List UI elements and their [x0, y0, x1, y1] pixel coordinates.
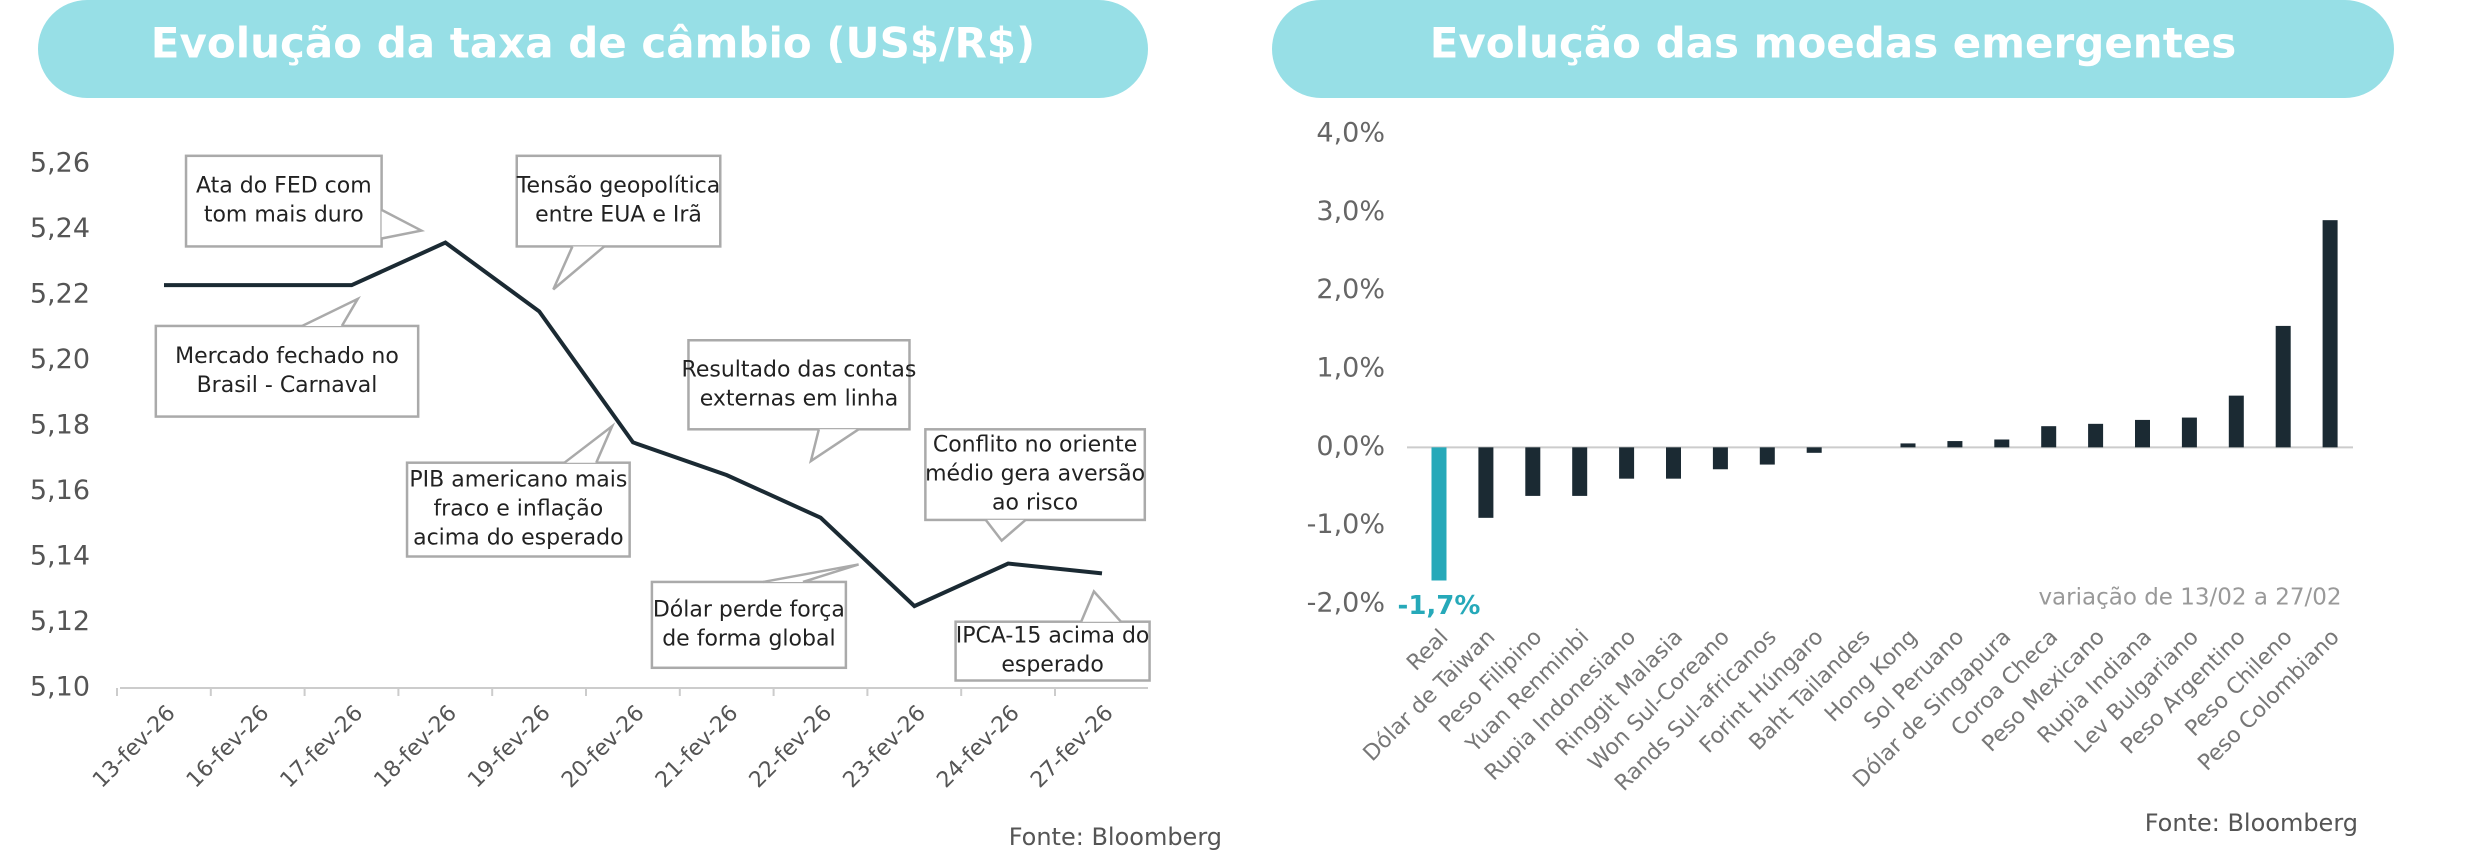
- annotation-text: esperado: [1001, 653, 1103, 678]
- x-tick-label: 24-fev-26: [932, 701, 1024, 793]
- title-pill: [1272, 0, 2394, 98]
- callout-box: [405, 461, 631, 558]
- callout-tail: [381, 208, 426, 240]
- bar: [2088, 423, 2104, 448]
- annotation-text: entre EUA e Irã: [535, 203, 702, 228]
- callout-tail: [1080, 589, 1122, 623]
- annotation-text: fraco e inflação: [433, 497, 603, 522]
- x-tick-label: 19-fev-26: [463, 701, 555, 793]
- annotation-text: IPCA-15 acima do: [956, 624, 1150, 649]
- y-tick-label: 5,12: [30, 606, 90, 637]
- bar: [1525, 447, 1541, 496]
- x-tick-label: 18-fev-26: [370, 701, 462, 793]
- bar: [1994, 439, 2010, 448]
- callout-tail: [762, 563, 859, 584]
- y-tick-label: 2,0%: [1316, 274, 1385, 305]
- note: variação de 13/02 a 27/02: [2038, 585, 2341, 611]
- data-label: -1,7%: [1398, 591, 1481, 621]
- callout-tail-fill: [985, 519, 1026, 541]
- bar: [2181, 417, 2197, 448]
- annotation-text: Dólar perde força: [653, 597, 845, 622]
- annotation-text: Ata do FED com: [196, 174, 372, 199]
- title-pill: [38, 0, 1148, 98]
- callout-box: [954, 620, 1151, 682]
- y-tick-label: 1,0%: [1316, 353, 1385, 384]
- bar: [2135, 419, 2150, 448]
- y-tick-label: 5,22: [30, 279, 90, 310]
- x-tick-label: 13-fev-26: [88, 701, 180, 793]
- annotation-text: médio gera aversão: [925, 462, 1145, 487]
- bar: [1572, 447, 1588, 496]
- annotation-text: Tensão geopolítica: [516, 174, 721, 199]
- callout-box: [154, 324, 420, 418]
- x-tick-label: 23-fev-26: [839, 701, 931, 793]
- callout-box: [924, 428, 1147, 522]
- y-tick-label: 5,24: [30, 213, 90, 244]
- bar: [1712, 447, 1728, 470]
- callout-box: [184, 154, 383, 248]
- y-tick-label: 5,14: [30, 541, 90, 572]
- x-tick-label: 21-fev-26: [651, 701, 743, 793]
- y-tick-label: 0,0%: [1316, 431, 1385, 462]
- bar: [1947, 441, 1963, 448]
- callout-tail: [552, 245, 606, 291]
- callout-box: [650, 580, 848, 670]
- bar: [1806, 447, 1822, 453]
- annotation-text: Brasil - Carnaval: [197, 373, 378, 398]
- x-tick-label: 17-fev-26: [276, 701, 368, 793]
- bar: [1666, 447, 1681, 479]
- annotation-text: Resultado das contas: [682, 357, 917, 382]
- callout-box: [515, 154, 722, 248]
- bar: [1900, 443, 1916, 448]
- annotation-text: Mercado fechado no: [175, 344, 399, 369]
- line: [164, 240, 1103, 609]
- y-tick-label: -2,0%: [1307, 588, 1385, 619]
- y-tick-label: 4,0%: [1316, 118, 1385, 149]
- x-tick-label: 20-fev-26: [557, 701, 649, 793]
- y-tick-label: 5,10: [30, 672, 90, 703]
- y-tick-label: 3,0%: [1316, 196, 1385, 227]
- bar: [1619, 447, 1635, 479]
- x-tick-label: 22-fev-26: [745, 701, 837, 793]
- chart-title: Evolução da taxa de câmbio (US$/R$): [151, 19, 1035, 68]
- callout-tail: [808, 428, 860, 464]
- callout-tail: [984, 518, 1027, 543]
- annotation-text: PIB americano mais: [409, 468, 627, 493]
- callout-box: [687, 339, 911, 431]
- y-tick-label: 5,26: [30, 148, 90, 179]
- annotation-text: ao risco: [992, 491, 1078, 516]
- callout-tail: [301, 295, 361, 328]
- annotation-text: tom mais duro: [204, 203, 364, 228]
- y-tick-label: 5,18: [30, 410, 90, 441]
- bar: [2322, 220, 2338, 448]
- callout-tail: [563, 422, 616, 464]
- y-tick-label: 5,20: [30, 344, 90, 375]
- bar: [2228, 395, 2244, 448]
- y-tick-label: 5,16: [30, 475, 90, 506]
- annotation-text: externas em linha: [700, 386, 898, 411]
- source: Fonte: Bloomberg: [1009, 823, 1222, 851]
- chart-title: Evolução das moedas emergentes: [1430, 19, 2237, 68]
- bar: [1759, 447, 1775, 465]
- x-tick-label: 27-fev-26: [1026, 701, 1118, 793]
- annotation-text: de forma global: [662, 626, 835, 651]
- annotation-text: Conflito no oriente: [933, 433, 1137, 458]
- y-tick-label: -1,0%: [1307, 509, 1385, 540]
- annotation-text: acima do esperado: [413, 526, 623, 551]
- bar: [2275, 325, 2291, 448]
- bar: [1478, 447, 1494, 518]
- bar: [2041, 426, 2057, 448]
- x-tick-label: 16-fev-26: [182, 701, 274, 793]
- bar: [1431, 447, 1447, 581]
- source: Fonte: Bloomberg: [2145, 809, 2358, 837]
